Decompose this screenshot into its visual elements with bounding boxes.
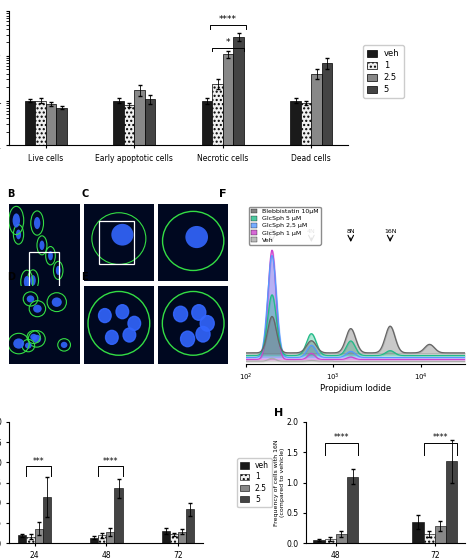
Legend: veh, 1, 2.5, 5: veh, 1, 2.5, 5 bbox=[237, 458, 272, 507]
Bar bbox=[290, 101, 301, 560]
Text: DAPI: DAPI bbox=[180, 301, 206, 311]
Text: H: H bbox=[274, 408, 283, 418]
Ellipse shape bbox=[56, 266, 61, 275]
Text: B: B bbox=[7, 189, 14, 199]
Bar bbox=[35, 529, 43, 543]
Bar bbox=[29, 251, 59, 324]
Bar bbox=[18, 535, 27, 543]
Text: Phalloidin: Phalloidin bbox=[165, 329, 221, 339]
Circle shape bbox=[196, 326, 210, 342]
Text: ****: **** bbox=[433, 433, 448, 442]
Bar bbox=[325, 539, 336, 543]
Text: ****: **** bbox=[103, 456, 118, 466]
Ellipse shape bbox=[111, 224, 133, 246]
Ellipse shape bbox=[33, 305, 42, 312]
Bar bbox=[43, 497, 51, 543]
Bar bbox=[56, 108, 67, 560]
Ellipse shape bbox=[52, 297, 62, 307]
Text: 4N: 4N bbox=[307, 229, 316, 234]
Bar bbox=[347, 477, 358, 543]
Bar bbox=[311, 74, 322, 560]
Bar bbox=[114, 488, 123, 543]
Ellipse shape bbox=[24, 276, 30, 288]
Bar bbox=[36, 101, 46, 560]
Text: 8N: 8N bbox=[346, 229, 355, 234]
Text: *: * bbox=[226, 38, 230, 47]
Bar bbox=[46, 104, 56, 560]
Bar bbox=[212, 83, 223, 560]
Bar bbox=[446, 461, 457, 543]
Bar bbox=[424, 534, 435, 543]
Bar bbox=[301, 102, 311, 560]
Bar bbox=[322, 63, 332, 560]
Bar bbox=[106, 532, 114, 543]
Ellipse shape bbox=[16, 230, 21, 239]
X-axis label: Propidium Iodide: Propidium Iodide bbox=[319, 384, 391, 393]
Bar bbox=[202, 101, 212, 560]
Bar bbox=[186, 509, 194, 543]
Text: ***: *** bbox=[33, 456, 45, 466]
Text: C: C bbox=[81, 189, 88, 199]
Ellipse shape bbox=[48, 251, 53, 260]
Text: F: F bbox=[219, 189, 227, 199]
Circle shape bbox=[181, 331, 195, 347]
Bar bbox=[113, 101, 124, 560]
Ellipse shape bbox=[61, 342, 67, 348]
Ellipse shape bbox=[60, 315, 68, 329]
Bar bbox=[170, 534, 178, 543]
Ellipse shape bbox=[30, 334, 37, 340]
Circle shape bbox=[200, 316, 214, 331]
Bar bbox=[313, 540, 325, 543]
Circle shape bbox=[192, 305, 206, 320]
Ellipse shape bbox=[48, 326, 55, 339]
Bar bbox=[90, 538, 98, 543]
Ellipse shape bbox=[34, 217, 40, 229]
Y-axis label: Frequency of cells with 16N
(compared to vehicle): Frequency of cells with 16N (compared to… bbox=[274, 439, 285, 526]
Ellipse shape bbox=[25, 343, 32, 349]
Text: 16N: 16N bbox=[384, 229, 396, 234]
Bar bbox=[412, 522, 424, 543]
Text: ****: **** bbox=[219, 15, 237, 24]
Bar bbox=[98, 535, 106, 543]
Bar bbox=[145, 99, 155, 560]
Ellipse shape bbox=[27, 295, 34, 302]
Text: ****: **** bbox=[334, 433, 349, 442]
Bar bbox=[435, 526, 446, 543]
Ellipse shape bbox=[38, 307, 43, 316]
Bar bbox=[25, 101, 36, 560]
Bar bbox=[162, 531, 170, 543]
Ellipse shape bbox=[29, 296, 35, 307]
Ellipse shape bbox=[22, 320, 29, 333]
Bar bbox=[134, 90, 145, 560]
Ellipse shape bbox=[32, 335, 41, 343]
Legend: Blebbistatin 10μM, GlcSph 5 μM, GlcSph 2,5 μM, GlcSph 1 μM, Veh: Blebbistatin 10μM, GlcSph 5 μM, GlcSph 2… bbox=[249, 207, 320, 245]
Circle shape bbox=[128, 316, 141, 330]
Ellipse shape bbox=[13, 338, 24, 349]
Bar bbox=[124, 105, 134, 560]
Ellipse shape bbox=[39, 241, 45, 250]
Legend: veh, 1, 2.5, 5: veh, 1, 2.5, 5 bbox=[363, 45, 404, 98]
Bar bbox=[336, 534, 347, 543]
Circle shape bbox=[123, 328, 136, 342]
Circle shape bbox=[99, 309, 111, 323]
Ellipse shape bbox=[30, 275, 36, 286]
Circle shape bbox=[173, 306, 188, 322]
Bar bbox=[178, 532, 186, 543]
Circle shape bbox=[106, 330, 118, 344]
Text: D: D bbox=[7, 272, 15, 282]
Bar bbox=[223, 54, 233, 560]
Ellipse shape bbox=[185, 226, 208, 248]
Ellipse shape bbox=[13, 213, 20, 227]
Circle shape bbox=[116, 305, 128, 319]
Bar bbox=[27, 536, 35, 543]
Text: E: E bbox=[81, 272, 88, 282]
Text: 2N: 2N bbox=[268, 229, 276, 234]
Bar bbox=[233, 36, 244, 560]
Bar bbox=[99, 222, 134, 264]
Ellipse shape bbox=[21, 324, 27, 336]
